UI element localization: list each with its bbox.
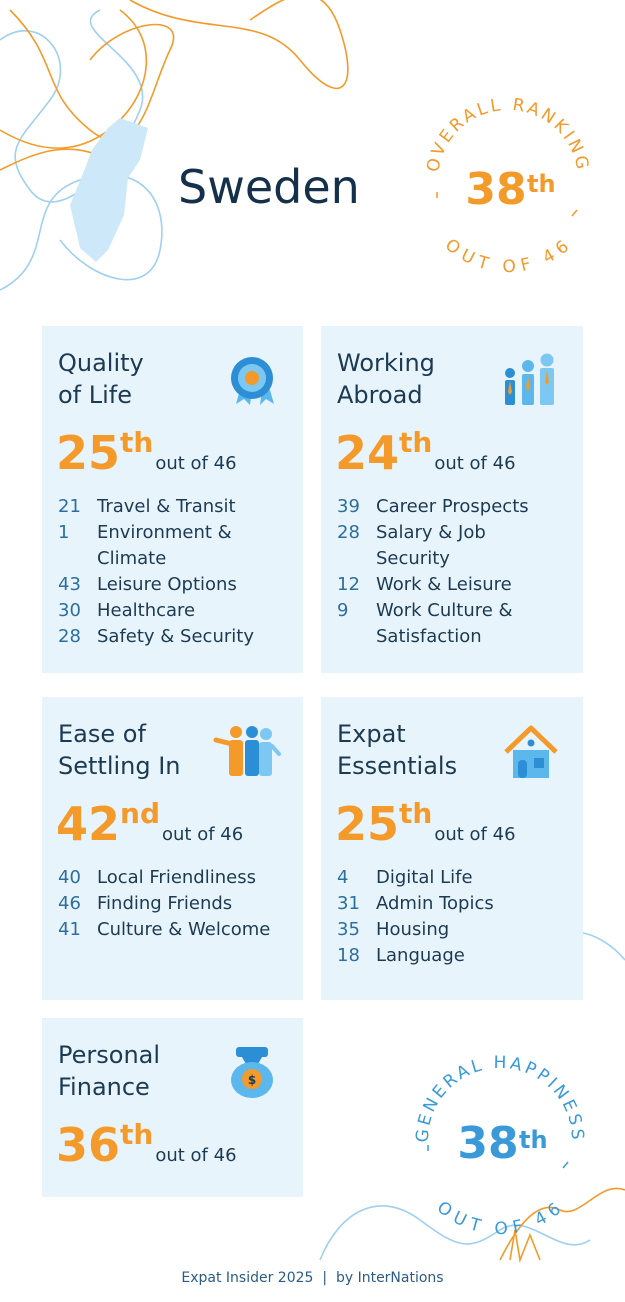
card-title: Essentials [337,752,458,780]
card-title: Expat [337,720,406,748]
item-label: Local Friendliness [97,867,256,888]
rank: 25 [335,797,400,851]
squiggle [0,9,144,203]
out-of: out of 46 [155,453,237,474]
item-label: Security [376,548,450,569]
item-rank: 9 [337,600,349,621]
card-title: Abroad [337,381,423,409]
item-label: Climate [97,548,167,569]
rank-suffix: th [120,426,154,459]
squiggle [0,174,163,291]
sweden-map [70,118,148,262]
item-rank: 21 [58,496,81,517]
item-rank: 1 [58,522,70,543]
item-label: Finding Friends [97,893,233,914]
footer: Expat Insider 2025 | by InterNations [181,1270,444,1286]
item-rank: 46 [58,893,81,914]
rank: 42 [56,797,121,851]
country-title: Sweden [178,160,360,214]
item-label: Satisfaction [376,626,482,647]
rank-suffix: th [120,1118,154,1151]
item-rank: 28 [58,626,81,647]
item-label: Work Culture & [376,600,513,621]
item-label: Safety & Security [97,626,254,647]
card-title: Quality [58,349,144,377]
out-of: out of 46 [155,1145,237,1166]
happiness-bottom: OUT OF 46 [433,1197,567,1239]
item-rank: 35 [337,919,360,940]
squiggle [0,0,349,149]
item-label: Salary & Job [376,522,486,543]
separator [562,1161,569,1169]
card-title: Settling In [58,752,181,780]
item-label: Housing [376,919,450,940]
card-title: Finance [58,1073,150,1101]
item-label: Digital Life [376,867,473,888]
item-rank: 18 [337,945,360,966]
item-rank: 43 [58,574,81,595]
rank: 36 [56,1118,121,1172]
item-label: Environment & [97,522,232,543]
out-of: out of 46 [162,824,244,845]
overall-rank: 38 [465,164,526,215]
squiggle [0,9,175,171]
item-rank: 12 [337,574,360,595]
item-rank: 31 [337,893,360,914]
overall-suffix: th [527,170,556,198]
item-label: Travel & Transit [97,496,236,517]
item-label: Admin Topics [376,893,494,914]
out-of: out of 46 [434,824,516,845]
squiggle [499,1187,625,1263]
card-title: Working [337,349,435,377]
happiness-rank: 38 [457,1118,518,1169]
separator [571,209,578,217]
item-label: Healthcare [97,600,196,621]
item-label: Language [376,945,465,966]
rank-suffix: th [399,797,433,830]
happiness-bottom-text: OUT OF 46 [433,1197,564,1239]
overall-bottom-text: OUT OF 46 [441,235,572,277]
item-rank: 4 [337,867,349,888]
item-label: Culture & Welcome [97,919,271,940]
card-title: Ease of [58,720,146,748]
item-label: Career Prospects [376,496,529,517]
overall-top: OVERALL RANKING [423,95,592,174]
item-rank: 40 [58,867,81,888]
rank: 24 [335,426,400,480]
item-rank: 39 [337,496,360,517]
rank: 25 [56,426,121,480]
rank-suffix: th [399,426,433,459]
card-title: of Life [58,381,133,409]
item-rank: 30 [58,600,81,621]
out-of: out of 46 [434,453,516,474]
overall-top-text: OVERALL RANKING [423,95,589,174]
rank-suffix: nd [120,797,160,830]
happiness-suffix: th [519,1126,548,1154]
item-rank: 41 [58,919,81,940]
overall-bottom: OUT OF 46 [441,235,575,277]
item-label: Work & Leisure [376,574,512,595]
card-title: Personal [58,1041,161,1069]
item-label: Leisure Options [97,574,237,595]
squiggle [319,1205,591,1261]
item-rank: 28 [337,522,360,543]
